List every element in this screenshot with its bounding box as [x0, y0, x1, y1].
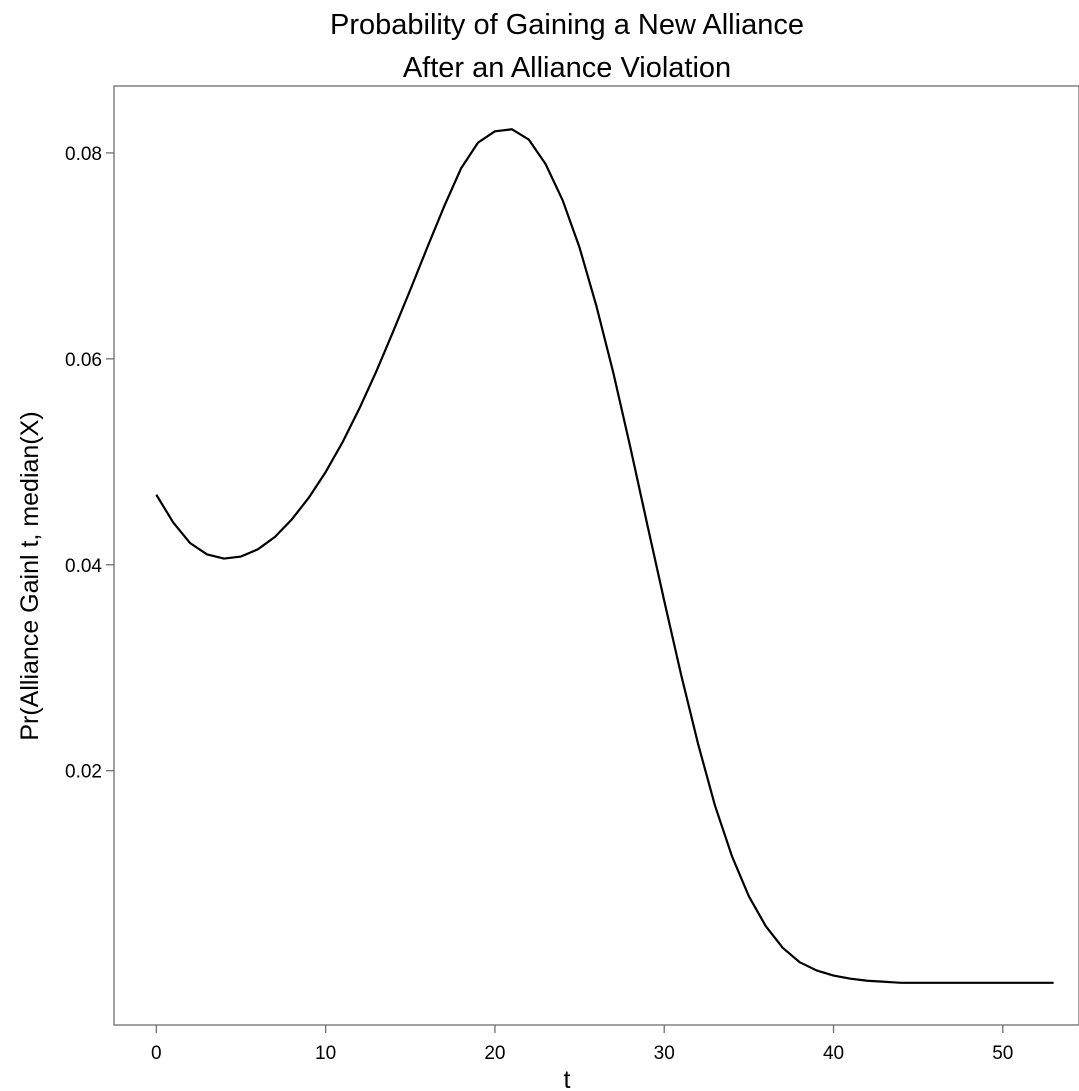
x-axis-ticks: 0 10 20 30 40 50 [151, 1025, 1013, 1064]
x-axis-label: t [564, 1066, 571, 1091]
y-tick-label: 0.04 [65, 556, 102, 577]
x-tick-label: 20 [484, 1043, 505, 1064]
series-line [155, 128, 1054, 984]
x-tick-label: 10 [315, 1043, 336, 1064]
y-tick-label: 0.08 [65, 144, 102, 165]
x-tick-label: 0 [151, 1043, 162, 1064]
chart-title: Probability of Gaining a New Alliance Af… [330, 9, 804, 84]
chart-title-line-2: After an Alliance Violation [403, 52, 731, 84]
x-tick-label: 30 [654, 1043, 675, 1064]
y-tick-label: 0.06 [65, 350, 102, 371]
x-tick-label: 40 [823, 1043, 844, 1064]
y-axis-ticks: 0.02 0.04 0.06 0.08 [65, 144, 114, 783]
plot-frame [113, 85, 1079, 1026]
y-tick-label: 0.02 [65, 762, 102, 783]
x-tick-label: 50 [992, 1043, 1013, 1064]
y-axis-label: Pr(Alliance Gainl t, median(X) [16, 411, 44, 740]
chart-title-line-1: Probability of Gaining a New Alliance [330, 9, 804, 41]
